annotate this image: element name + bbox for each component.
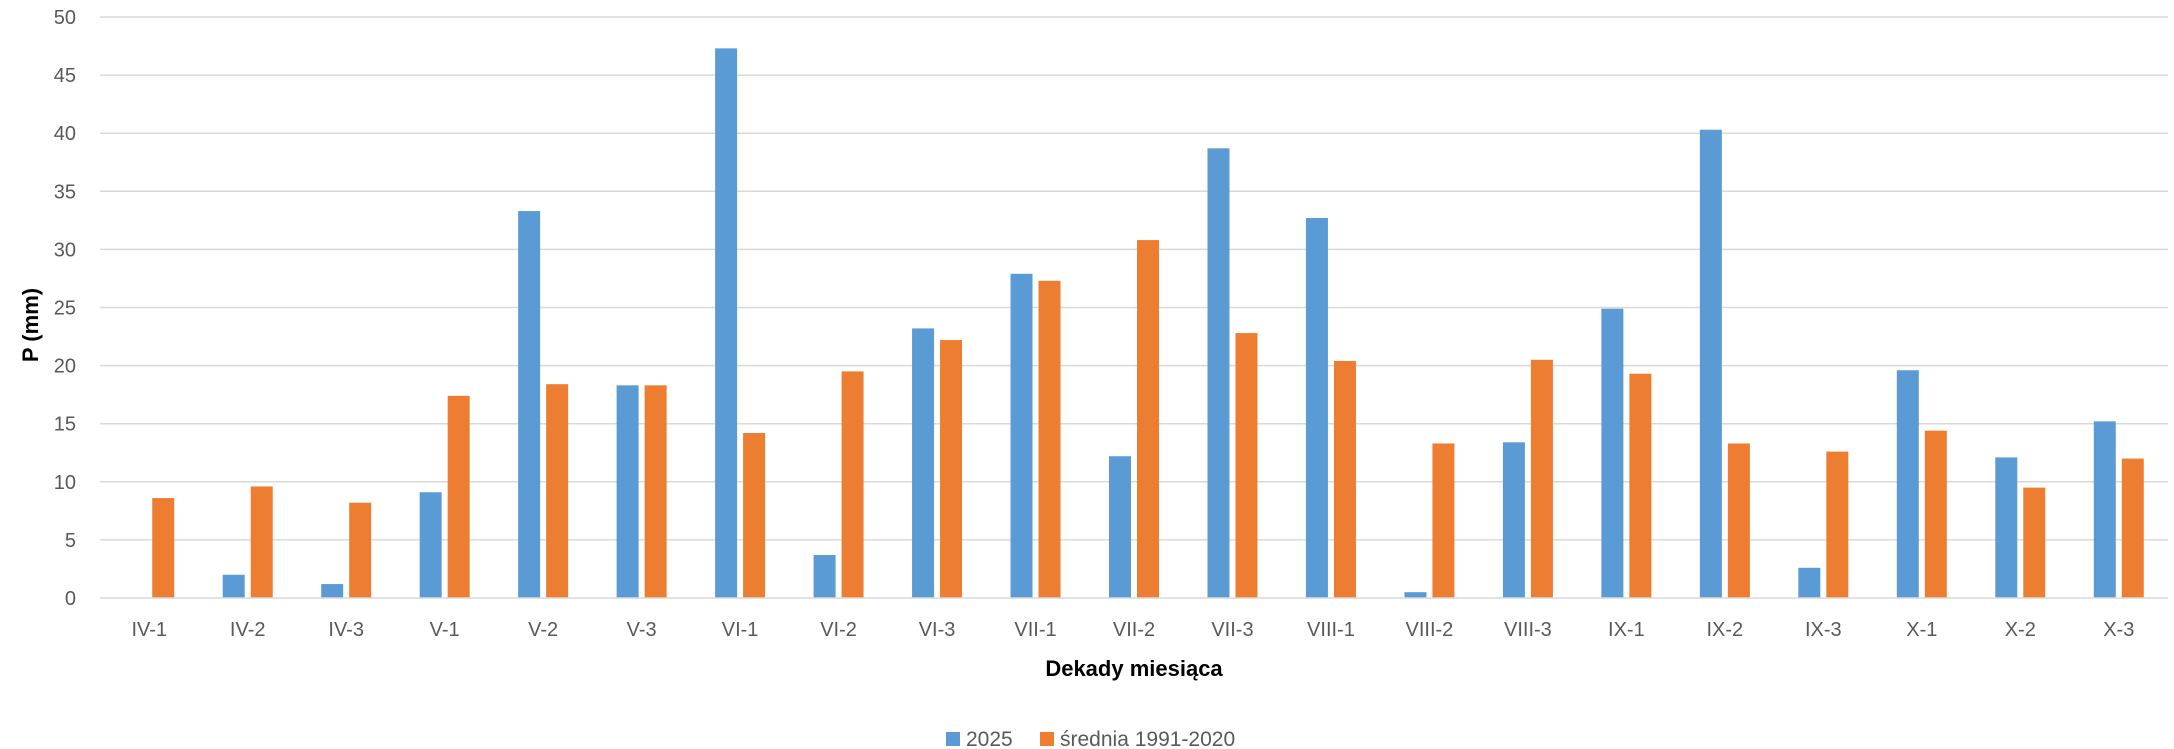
x-tick-label: VI-3: [919, 619, 956, 641]
y-tick-label: 20: [54, 356, 76, 378]
x-tick-label: IX-3: [1805, 619, 1842, 641]
bar-2025-X-2: [1995, 457, 2018, 598]
y-tick-label: 35: [54, 181, 76, 203]
bar-srednia-X-2: [2023, 487, 2046, 598]
legend-swatch-srednia: [1040, 732, 1054, 746]
bar-2025-VI-2: [813, 555, 836, 598]
bar-srednia-VIII-3: [1530, 359, 1553, 598]
bar-srednia-V-2: [546, 384, 569, 598]
y-tick-label: 15: [54, 414, 76, 436]
bar-2025-VI-1: [715, 48, 738, 598]
x-tick-label: VI-1: [722, 619, 759, 641]
x-tick-label: V-2: [528, 619, 558, 641]
bar-srednia-VII-3: [1235, 333, 1258, 598]
bar-2025-V-3: [616, 385, 639, 598]
x-tick-label: VIII-2: [1406, 619, 1454, 641]
legend-label-2025: 2025: [966, 728, 1013, 749]
y-tick-label: 10: [54, 472, 76, 494]
x-tick-label: V-1: [430, 619, 460, 641]
bar-srednia-VI-1: [743, 432, 766, 598]
y-tick-label: 30: [54, 239, 76, 261]
x-tick-label: IV-1: [131, 619, 167, 641]
bar-srednia-IV-2: [250, 486, 273, 598]
legend: 2025 średnia 1991-2020: [946, 728, 1235, 749]
bar-2025-X-1: [1896, 370, 1919, 598]
x-tick-label: VII-1: [1014, 619, 1056, 641]
bar-2025-VII-2: [1109, 456, 1131, 598]
bar-2025-IV-3: [321, 584, 344, 598]
bar-srednia-IV-3: [349, 502, 372, 598]
bar-2025-IX-1: [1601, 308, 1624, 598]
x-tick-label: V-3: [627, 619, 657, 641]
y-axis-title: P (mm): [18, 288, 43, 362]
x-axis-ticks: IV-1 IV-2 IV-3 V-1 V-2 V-3 VI-1 VI-2 VI-3 VII-1 VI…: [131, 619, 2134, 641]
bar-srednia-VIII-1: [1333, 360, 1356, 598]
bars: [152, 48, 2144, 599]
y-tick-label: 5: [65, 530, 76, 552]
bar-2025-IX-2: [1699, 129, 1722, 599]
legend-swatch-2025: [946, 732, 960, 746]
bar-2025-X-3: [2093, 421, 2116, 598]
y-tick-label: 40: [54, 123, 76, 145]
bar-srednia-X-3: [2121, 458, 2144, 598]
x-tick-label: VIII-3: [1504, 619, 1552, 641]
bar-srednia-VII-2: [1137, 240, 1159, 598]
bar-2025-VIII-2: [1404, 592, 1427, 598]
y-tick-label: 50: [54, 7, 76, 29]
bar-srednia-X-1: [1924, 430, 1947, 598]
gridlines: [100, 16, 2168, 541]
y-axis-ticks: 0 5 10 15 20 25 30 35 40 45 50: [54, 7, 76, 610]
bar-srednia-IX-2: [1727, 443, 1750, 598]
bar-2025-VI-3: [912, 328, 935, 598]
x-tick-label: X-3: [2103, 619, 2134, 641]
x-tick-label: VIII-1: [1307, 619, 1355, 641]
bar-2025-VIII-3: [1502, 442, 1525, 598]
x-tick-label: X-1: [1906, 619, 1937, 641]
y-tick-label: 0: [65, 588, 76, 610]
x-tick-label: IX-1: [1608, 619, 1645, 641]
bar-2025-V-2: [518, 211, 541, 598]
bar-srednia-V-1: [447, 395, 470, 598]
bar-2025-IX-3: [1798, 567, 1821, 598]
x-tick-label: X-2: [2005, 619, 2036, 641]
legend-label-srednia: średnia 1991-2020: [1060, 728, 1235, 749]
bar-2025-VIII-1: [1305, 218, 1328, 598]
bar-srednia-VI-3: [940, 340, 963, 598]
bar-2025-V-1: [419, 492, 442, 598]
bar-2025-VII-3: [1207, 148, 1230, 598]
x-tick-label: IV-2: [230, 619, 266, 641]
bar-srednia-V-3: [644, 385, 667, 598]
x-tick-label: IV-3: [328, 619, 364, 641]
bar-srednia-VII-1: [1038, 280, 1061, 598]
y-tick-label: 25: [54, 298, 76, 320]
bar-srednia-VI-2: [841, 371, 864, 598]
x-tick-label: VII-3: [1211, 619, 1253, 641]
bar-srednia-VIII-2: [1432, 443, 1455, 598]
bar-srednia-IX-3: [1826, 451, 1849, 598]
x-tick-label: VI-2: [820, 619, 857, 641]
x-axis-title: Dekady miesiąca: [1045, 656, 1223, 681]
bar-2025-IV-2: [222, 574, 245, 598]
bar-srednia-IX-1: [1629, 373, 1652, 598]
x-tick-label: VII-2: [1113, 619, 1155, 641]
bar-srednia-IV-1: [152, 498, 175, 598]
y-tick-label: 45: [54, 65, 76, 87]
bar-2025-VII-1: [1010, 273, 1033, 598]
x-tick-label: IX-2: [1707, 619, 1744, 641]
